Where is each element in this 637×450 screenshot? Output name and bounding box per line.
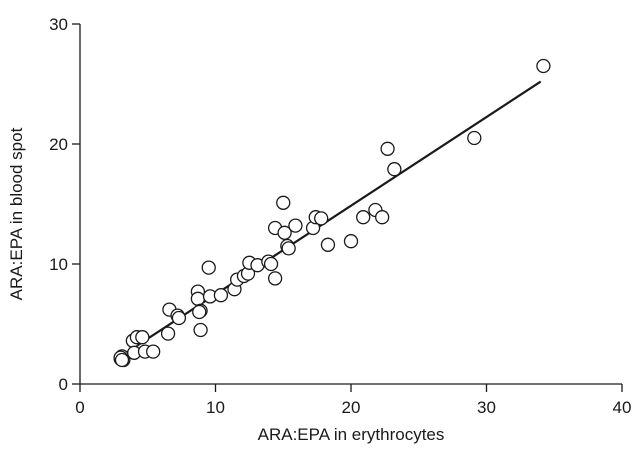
data-point	[356, 210, 371, 225]
x-tick-label: 20	[342, 398, 361, 417]
data-point	[467, 130, 482, 146]
data-point	[536, 58, 551, 74]
x-axis: 0 10 20 30 40	[75, 383, 632, 417]
y-axis: 0 10 20 30	[49, 15, 81, 394]
data-point	[380, 141, 395, 156]
data-point	[288, 218, 303, 233]
y-tick-label: 0	[59, 375, 68, 394]
x-tick-label: 0	[75, 398, 84, 417]
y-tick-label: 10	[49, 255, 68, 274]
data-point	[213, 288, 229, 303]
y-axis-label: ARA:EPA in blood spot	[7, 127, 26, 300]
y-tick-label: 30	[49, 15, 68, 34]
data-point	[375, 210, 390, 225]
regression-line-group	[120, 80, 542, 358]
data-point	[201, 260, 216, 275]
data-point	[320, 237, 336, 252]
data-point	[114, 352, 130, 368]
data-point	[160, 326, 176, 341]
data-point	[387, 162, 402, 177]
x-axis-label: ARA:EPA in erythrocytes	[258, 425, 445, 444]
data-point	[281, 241, 296, 256]
data-point	[263, 256, 279, 272]
regression-line	[120, 80, 542, 358]
data-point	[277, 225, 292, 240]
x-tick-label: 40	[613, 398, 632, 417]
data-point	[267, 271, 283, 286]
data-point	[276, 195, 291, 210]
y-tick-label: 20	[49, 135, 68, 154]
data-point	[193, 322, 208, 338]
x-tick-label: 30	[477, 398, 496, 417]
data-point	[190, 291, 206, 306]
data-point	[343, 234, 359, 249]
data-points	[113, 58, 551, 368]
data-point	[192, 304, 207, 320]
x-tick-label: 10	[206, 398, 225, 417]
data-point	[314, 211, 329, 226]
data-point	[171, 310, 187, 326]
data-point	[146, 344, 161, 359]
data-point	[135, 330, 150, 345]
